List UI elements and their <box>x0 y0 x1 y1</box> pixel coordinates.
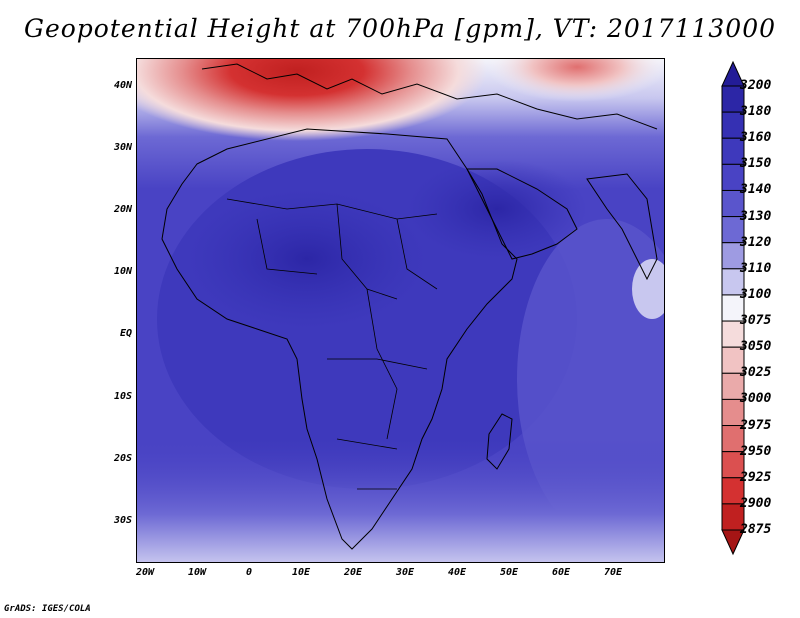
lon-label: 10W <box>187 567 207 578</box>
legend-level-label: 3025 <box>740 365 772 381</box>
internal-borders <box>226 198 438 490</box>
legend-bottom-arrow <box>721 529 745 556</box>
lat-label: 20N <box>113 204 132 215</box>
legend-level-label: 3200 <box>740 78 772 93</box>
legend-level-label: 2875 <box>740 522 772 537</box>
map-panel <box>136 58 665 563</box>
legend-level-label: 3000 <box>740 391 772 407</box>
legend-level-label: 3130 <box>740 208 772 224</box>
legend-level-label: 3120 <box>740 234 772 250</box>
legend-level-label: 2975 <box>740 417 772 433</box>
lon-label: 20E <box>343 567 363 578</box>
credit-label: GrADS: IGES/COLA <box>4 604 91 614</box>
lon-label: 70E <box>603 567 623 578</box>
india-coastline <box>586 173 658 281</box>
europe-coastline <box>201 63 658 130</box>
lon-label: 10E <box>291 567 311 578</box>
legend-level-label: 3100 <box>740 286 772 302</box>
legend-level-label: 2900 <box>740 495 772 511</box>
legend-level-label: 3075 <box>740 313 772 329</box>
africa-coastline <box>161 128 518 550</box>
legend-level-label: 3110 <box>740 260 772 276</box>
arabia-coastline <box>466 168 578 260</box>
legend-level-label: 3150 <box>740 156 772 172</box>
lat-label: 40N <box>113 80 132 91</box>
legend-level-label: 3140 <box>740 182 772 198</box>
map-title: Geopotential Height at 700hPa [gpm], VT:… <box>23 14 777 43</box>
geopotential-map <box>137 59 664 562</box>
lat-label: 30N <box>113 142 132 153</box>
lon-label: 40E <box>447 567 467 578</box>
lat-label: 10S <box>113 391 132 402</box>
legend-level-label: 2950 <box>740 443 772 459</box>
legend-level-label: 3160 <box>740 130 772 146</box>
lat-label: 10N <box>113 266 132 277</box>
lat-label: 30S <box>113 515 132 526</box>
madagascar-coastline <box>486 413 513 470</box>
lon-label: 30E <box>395 567 415 578</box>
lon-label: 0 <box>245 567 253 578</box>
lon-label: 50E <box>499 567 519 578</box>
lat-label: 20S <box>113 453 132 464</box>
legend-level-label: 2925 <box>740 469 772 485</box>
lon-label: 60E <box>551 567 571 578</box>
legend-level-label: 3050 <box>740 339 772 355</box>
lat-label: EQ <box>119 328 132 339</box>
legend-level-label: 3180 <box>740 104 772 120</box>
color-legend-bar <box>721 60 745 556</box>
lon-label: 20W <box>135 567 155 578</box>
